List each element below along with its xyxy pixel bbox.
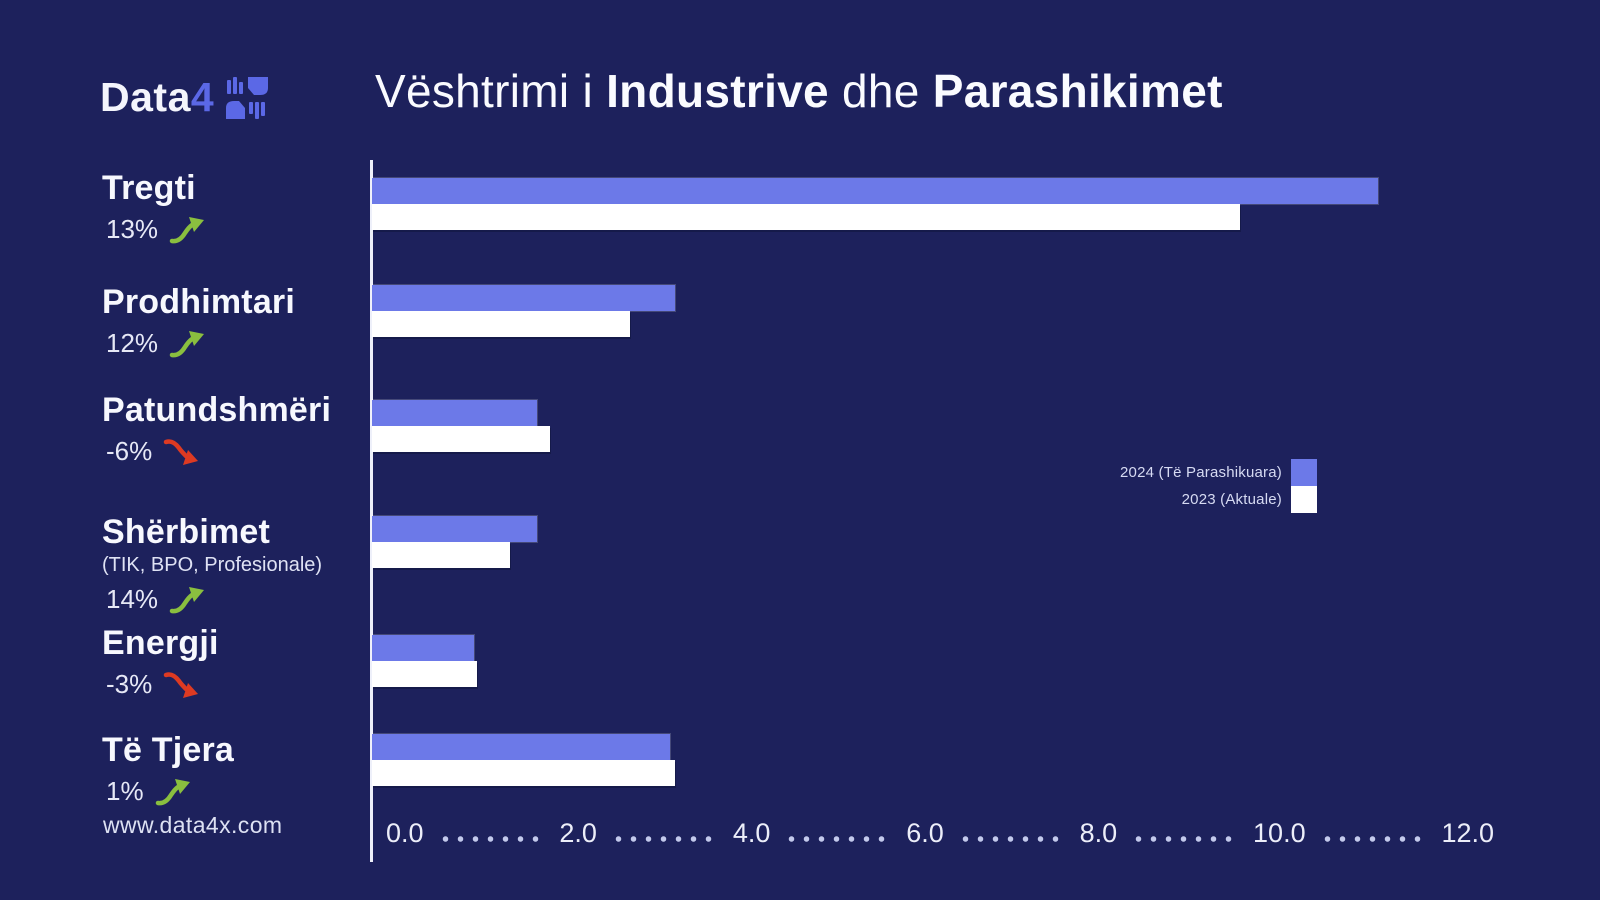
growth-badge: 12% — [102, 328, 367, 359]
y-axis-line — [370, 160, 373, 862]
growth-value: 14% — [106, 584, 159, 614]
category-label: Prodhimtari 12% — [102, 283, 367, 359]
trend-down-icon — [164, 438, 199, 465]
category-name: Patundshmëri — [102, 391, 332, 429]
title-bold-2: Parashikimet — [932, 65, 1223, 117]
growth-value: -6% — [106, 436, 153, 466]
logo: Data4 — [100, 74, 270, 121]
category-name: Shërbimet — [102, 513, 271, 551]
growth-badge: 13% — [102, 214, 367, 245]
growth-badge: 14% — [102, 584, 367, 615]
logo-text-accent: 4 — [190, 74, 215, 120]
growth-value: 12% — [106, 328, 159, 358]
x-axis-tick: 8.0 — [1079, 818, 1118, 848]
logo-wordmark: Data4 — [100, 74, 214, 121]
logo-text-main: Data — [100, 74, 191, 120]
category-label: Të Tjera 1% — [102, 731, 367, 807]
bar-2023-actual — [372, 542, 510, 568]
category-label: Patundshmëri -6% — [102, 391, 367, 467]
x-axis-tick: 0.0 — [386, 818, 424, 848]
bar-2023-actual — [372, 204, 1240, 230]
x-axis-tick: 10.0 — [1253, 818, 1306, 848]
website-url: www.data4x.com — [103, 812, 283, 838]
page-title: Vështrimi i Industrive dhe Parashikimet — [375, 64, 1223, 118]
bar-2024-forecast — [372, 400, 537, 426]
axis-dot-leader — [610, 835, 719, 843]
x-axis-tick: 4.0 — [732, 818, 771, 848]
category-name: Të Tjera — [102, 731, 234, 769]
bar-2023-actual — [372, 311, 630, 337]
legend-item-2023: 2023 (Aktuale) — [1120, 486, 1317, 513]
title-normal-1: Vështrimi i — [375, 65, 607, 117]
growth-value: 13% — [106, 214, 159, 244]
bar-2023-actual — [372, 426, 550, 452]
growth-badge: -3% — [102, 669, 367, 700]
x-axis-tick: 12.0 — [1441, 818, 1495, 848]
axis-dot-leader — [1131, 835, 1240, 843]
category-name: Tregti — [102, 169, 196, 207]
x-axis-tick: 2.0 — [559, 818, 597, 848]
legend-label-2024: 2024 (Të Parashikuara) — [1120, 464, 1282, 481]
category-name: Prodhimtari — [102, 283, 296, 321]
category-label: Energji -3% — [102, 624, 367, 700]
x-axis: 0.0 2.0 4.0 6.0 8.0 10.0 12.0 — [386, 816, 1494, 850]
legend-label-2023: 2023 (Aktuale) — [1181, 491, 1282, 508]
trend-up-icon — [169, 586, 205, 613]
chart-legend: 2024 (Të Parashikuara) 2023 (Aktuale) — [1120, 459, 1317, 513]
category-label: Tregti 13% — [102, 169, 367, 245]
bar-2024-forecast — [372, 516, 537, 542]
bar-2024-forecast — [372, 734, 670, 760]
bar-2023-actual — [372, 661, 477, 687]
legend-swatch-2024 — [1290, 459, 1317, 486]
bar-2023-actual — [372, 760, 675, 786]
legend-item-2024: 2024 (Të Parashikuara) — [1120, 459, 1317, 486]
growth-badge: 1% — [102, 776, 367, 807]
growth-badge: -6% — [102, 436, 367, 467]
category-sublabel: (TIK, BPO, Profesionale) — [102, 554, 323, 576]
bar-2024-forecast — [372, 285, 675, 311]
trend-up-icon — [155, 778, 190, 805]
x-axis-tick: 6.0 — [906, 818, 944, 848]
growth-value: -3% — [106, 669, 153, 699]
growth-value: 1% — [106, 776, 144, 806]
axis-dot-leader — [1319, 835, 1428, 843]
title-normal-2: dhe — [828, 65, 933, 117]
axis-dot-leader — [957, 835, 1066, 843]
category-label: Shërbimet (TIK, BPO, Profesionale) 14% — [102, 513, 367, 615]
title-bold-1: Industrive — [606, 65, 829, 117]
category-name: Energji — [102, 624, 219, 662]
trend-up-icon — [169, 216, 205, 243]
data4-logo-icon — [224, 76, 270, 120]
bar-2024-forecast — [372, 178, 1378, 204]
axis-dot-leader — [784, 835, 893, 843]
bar-2024-forecast — [372, 635, 474, 661]
trend-down-icon — [164, 671, 199, 698]
legend-swatch-2023 — [1290, 486, 1317, 513]
axis-dot-leader — [437, 835, 546, 843]
trend-up-icon — [169, 330, 205, 357]
